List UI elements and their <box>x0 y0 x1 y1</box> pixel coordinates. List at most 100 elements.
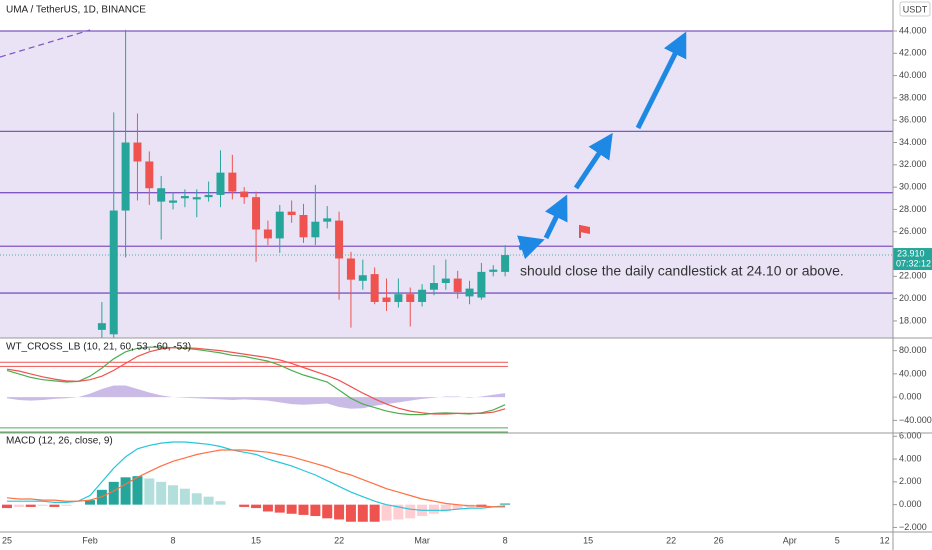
currency[interactable]: USDT <box>903 4 928 14</box>
histogram-bar <box>262 504 273 512</box>
histogram-bar <box>286 504 297 514</box>
candle-body <box>192 197 201 200</box>
histogram-bar <box>215 501 226 505</box>
y-tick-label: 80.000 <box>899 345 927 355</box>
histogram-bar <box>37 504 48 506</box>
indicator-title: WT_CROSS_LB (10, 21, 60, 53, -60, -53) <box>6 342 191 353</box>
macd-pane <box>2 441 511 522</box>
drawings <box>0 29 687 260</box>
candle-body <box>465 288 474 297</box>
candle-body <box>418 289 427 302</box>
histogram-bar <box>120 477 131 505</box>
candle-body <box>216 172 225 195</box>
x-tick-label: 8 <box>171 535 176 545</box>
candle-body <box>228 172 237 192</box>
x-tick-label: 22 <box>334 535 344 545</box>
candle-body <box>441 278 450 284</box>
histogram-bar <box>85 500 96 505</box>
last-price-badge <box>893 248 932 271</box>
histogram-bar <box>345 504 356 522</box>
y-tick-label: 38.000 <box>899 92 927 102</box>
histogram-bar <box>405 504 416 519</box>
y-tick-label: 36.000 <box>899 115 927 125</box>
candle-body <box>133 142 142 162</box>
arrow <box>573 132 613 190</box>
x-tick-label: 22 <box>666 535 676 545</box>
candle-body <box>145 161 154 189</box>
candle-body <box>382 297 391 302</box>
histogram-bar <box>61 504 72 506</box>
y-tick-label: 28.000 <box>899 204 927 214</box>
candle-body <box>346 258 355 280</box>
candle-body <box>252 197 261 230</box>
level-zone <box>0 31 893 338</box>
histogram-bar <box>393 504 404 520</box>
y-tick-label: 34.000 <box>899 137 927 147</box>
y-tick-label: 32.000 <box>899 159 927 169</box>
x-tick-label: 26 <box>714 535 724 545</box>
arrow <box>517 235 545 260</box>
candle-body <box>489 269 498 272</box>
histogram-bar <box>156 481 167 505</box>
arrow <box>543 194 568 240</box>
y-tick-label: 26.000 <box>899 226 927 236</box>
histogram-bar <box>191 493 202 505</box>
histogram-bar <box>49 504 60 507</box>
y-tick-label: 20.000 <box>899 293 927 303</box>
wave-area <box>7 385 506 409</box>
histogram-bar <box>310 504 321 517</box>
candle-body <box>477 271 486 298</box>
candle-body <box>121 142 130 211</box>
candle-body <box>299 214 308 238</box>
candle-body <box>263 229 272 239</box>
histogram-bar <box>274 504 285 513</box>
candle-body <box>109 210 118 335</box>
candle-body <box>453 278 462 292</box>
indicator-line <box>6 346 506 416</box>
y-tick-label: −2.000 <box>899 522 927 532</box>
price-pane <box>0 29 893 338</box>
y-tick-label: 2.000 <box>899 476 922 486</box>
candle-body <box>180 196 189 199</box>
y-tick-label: 40.000 <box>899 368 927 378</box>
x-tick-label: 5 <box>835 535 840 545</box>
y-tick-label: 40.000 <box>899 70 927 80</box>
histogram-bar <box>132 476 143 505</box>
histogram-bar <box>381 504 392 521</box>
y-tick-label: −40.000 <box>899 415 932 425</box>
flag <box>579 225 590 238</box>
chart-title: UMA / TetherUS, 1D, BINANCE <box>6 5 146 16</box>
x-tick-label: 15 <box>251 535 261 545</box>
x-tick-label: 15 <box>583 535 593 545</box>
x-tick-label: Apr <box>783 535 797 545</box>
candle-body <box>394 294 403 302</box>
candle-body <box>429 283 438 290</box>
x-tick-label: 12 <box>880 535 890 545</box>
histogram-bar <box>357 504 368 522</box>
indicator-title: MACD (12, 26, close, 9) <box>6 436 113 447</box>
y-tick-label: 18.000 <box>899 315 927 325</box>
histogram-bar <box>168 485 179 505</box>
histogram-bar <box>251 504 262 509</box>
annotation: should close the daily candlestick at 24… <box>520 263 844 279</box>
candle-body <box>204 194 213 198</box>
candle-body <box>157 188 166 202</box>
x-tick-label: Feb <box>82 535 98 545</box>
histogram-bar <box>2 504 12 509</box>
shade-layer <box>0 31 893 338</box>
currency-badge[interactable] <box>899 1 931 17</box>
histogram-bar <box>452 504 463 510</box>
y-tick-label: 30.000 <box>899 181 927 191</box>
histogram-bar <box>25 504 36 507</box>
candle-body <box>323 218 332 222</box>
y-tick-label: 0.000 <box>899 392 922 402</box>
candle-body <box>335 220 344 259</box>
histogram-bar <box>179 488 190 505</box>
candle-body <box>406 294 415 302</box>
candle-body <box>169 200 178 203</box>
histogram-bar <box>203 496 214 505</box>
histogram-bar <box>322 504 333 519</box>
